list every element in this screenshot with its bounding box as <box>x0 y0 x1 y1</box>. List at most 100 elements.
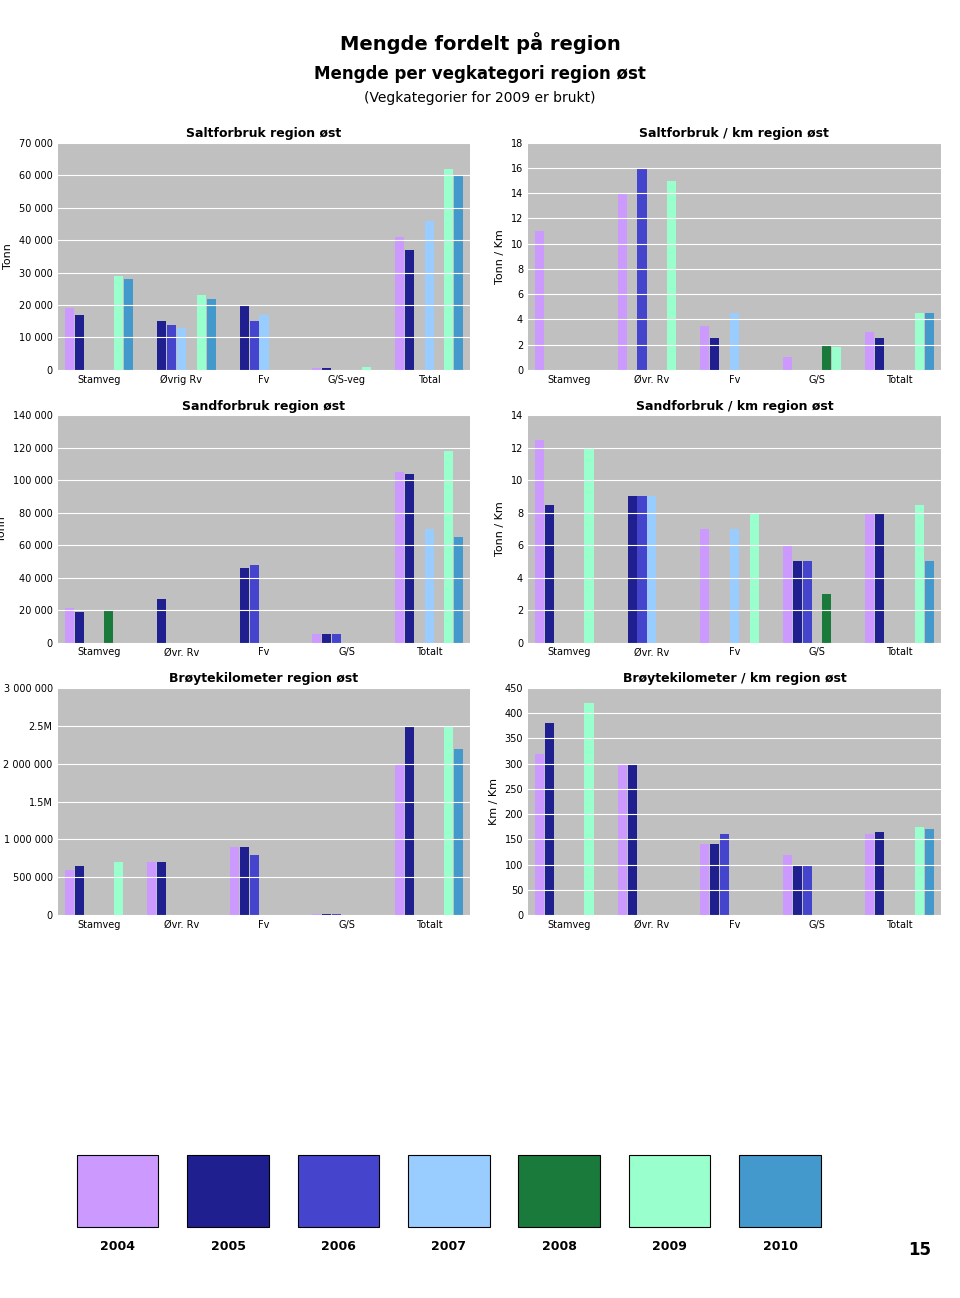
Bar <box>312 369 322 370</box>
Bar <box>312 914 322 915</box>
Bar <box>803 864 811 915</box>
Bar <box>362 366 371 370</box>
Text: 2009: 2009 <box>652 1240 687 1253</box>
Bar <box>545 723 554 915</box>
Bar <box>637 167 646 370</box>
Bar <box>444 726 453 915</box>
Bar <box>332 635 341 643</box>
Bar <box>876 339 884 370</box>
Bar <box>444 452 453 643</box>
Bar <box>240 848 249 915</box>
Bar <box>405 726 414 915</box>
Bar <box>823 594 831 643</box>
Bar <box>197 296 205 370</box>
Bar <box>617 763 627 915</box>
Bar <box>710 845 719 915</box>
Bar <box>803 561 811 643</box>
Bar <box>720 835 729 915</box>
Title: Brøytekilometer / km region øst: Brøytekilometer / km region øst <box>622 672 847 685</box>
Bar <box>700 326 709 370</box>
Bar <box>240 569 249 643</box>
Bar <box>75 315 84 370</box>
Bar <box>647 497 657 643</box>
Bar <box>206 299 216 370</box>
Bar <box>782 357 792 370</box>
Text: 2008: 2008 <box>541 1240 577 1253</box>
Bar <box>535 231 544 370</box>
Bar <box>793 561 802 643</box>
Bar <box>75 866 84 915</box>
Bar <box>157 322 166 370</box>
Text: 2010: 2010 <box>762 1240 798 1253</box>
Bar <box>323 914 331 915</box>
Bar <box>545 505 554 643</box>
Bar <box>915 827 924 915</box>
Bar <box>823 345 831 370</box>
Bar <box>865 513 875 643</box>
Bar <box>924 829 934 915</box>
Bar <box>750 513 758 643</box>
Bar <box>876 513 884 643</box>
Text: 2004: 2004 <box>100 1240 135 1253</box>
Title: Sandforbruk region øst: Sandforbruk region øst <box>182 400 346 413</box>
Bar <box>229 848 239 915</box>
Bar <box>64 309 74 370</box>
Bar <box>157 862 166 915</box>
Bar <box>617 193 627 370</box>
Bar <box>915 313 924 370</box>
Bar <box>782 854 792 915</box>
Title: Saltforbruk / km region øst: Saltforbruk / km region øst <box>639 127 829 140</box>
Bar <box>405 251 414 370</box>
Bar <box>250 322 258 370</box>
Bar <box>395 763 404 915</box>
Bar <box>628 497 636 643</box>
Bar <box>865 835 875 915</box>
Bar <box>323 369 331 370</box>
Bar <box>730 530 739 643</box>
Bar <box>105 610 113 643</box>
Bar <box>454 175 464 370</box>
Bar <box>114 276 123 370</box>
Bar <box>124 279 133 370</box>
Bar <box>323 635 331 643</box>
Bar <box>454 537 464 643</box>
Bar <box>924 313 934 370</box>
Bar <box>147 862 156 915</box>
Bar <box>585 448 593 643</box>
Bar <box>395 238 404 370</box>
Text: Mengde fordelt på region: Mengde fordelt på region <box>340 32 620 55</box>
Bar <box>628 763 636 915</box>
Bar <box>924 561 934 643</box>
Bar <box>444 169 453 370</box>
Text: Mengde per vegkategori region øst: Mengde per vegkategori region øst <box>314 65 646 83</box>
Text: (Vegkategorier for 2009 er brukt): (Vegkategorier for 2009 er brukt) <box>364 91 596 105</box>
Bar <box>64 870 74 915</box>
Bar <box>915 505 924 643</box>
Bar <box>454 749 464 915</box>
Bar <box>157 598 166 643</box>
Bar <box>259 315 269 370</box>
Bar <box>312 635 322 643</box>
Bar <box>667 180 676 370</box>
Bar <box>395 472 404 643</box>
Bar <box>332 914 341 915</box>
Y-axis label: Tonn: Tonn <box>0 517 7 541</box>
Y-axis label: Km / Km: Km / Km <box>489 778 499 826</box>
Title: Sandforbruk / km region øst: Sandforbruk / km region øst <box>636 400 833 413</box>
Bar <box>710 339 719 370</box>
Title: Brøytekilometer region øst: Brøytekilometer region øst <box>169 672 359 685</box>
Bar <box>535 440 544 643</box>
Bar <box>793 864 802 915</box>
Bar <box>424 530 434 643</box>
Y-axis label: Tonn: Tonn <box>3 244 13 269</box>
Text: 2005: 2005 <box>210 1240 246 1253</box>
Bar <box>700 845 709 915</box>
Text: 2006: 2006 <box>321 1240 356 1253</box>
Bar <box>424 221 434 370</box>
Bar <box>167 324 176 370</box>
Y-axis label: Tonn / Km: Tonn / Km <box>495 228 505 284</box>
Bar <box>585 704 593 915</box>
Title: Saltforbruk region øst: Saltforbruk region øst <box>186 127 342 140</box>
Bar <box>240 305 249 370</box>
Bar <box>535 754 544 915</box>
